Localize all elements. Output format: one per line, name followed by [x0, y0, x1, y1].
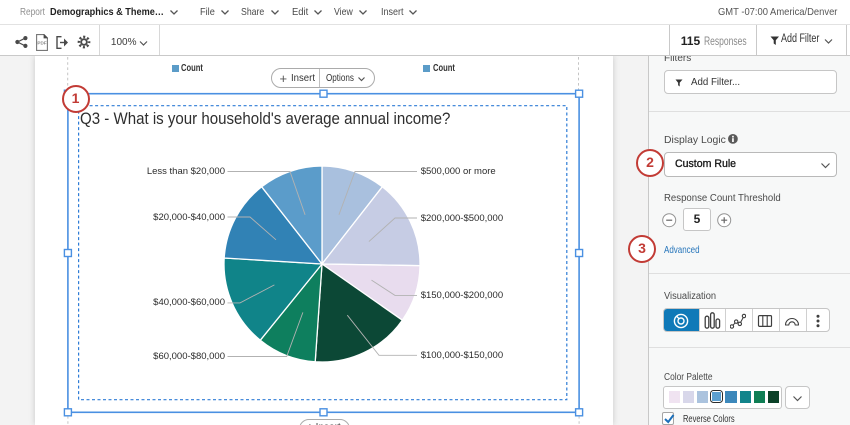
svg-text:PDF: PDF [38, 41, 47, 46]
